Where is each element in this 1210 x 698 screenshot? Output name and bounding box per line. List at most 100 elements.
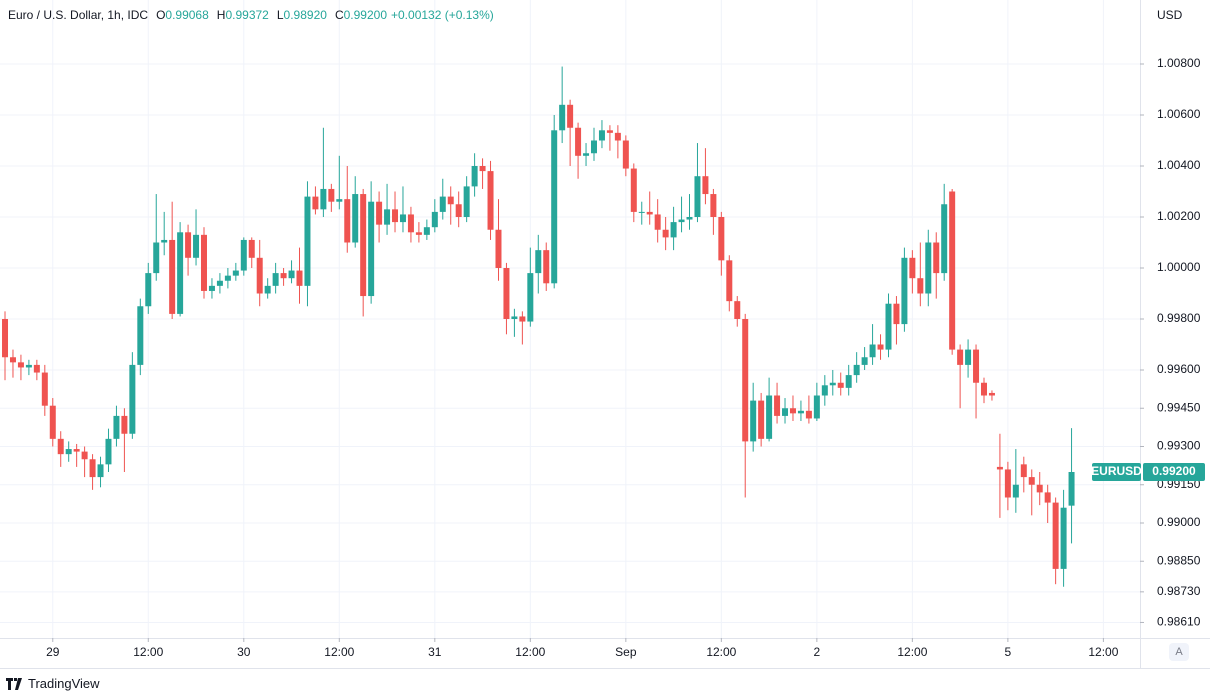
- candle-body: [153, 242, 160, 274]
- candle-body: [248, 239, 255, 258]
- y-tick-label: 1.00400: [1157, 158, 1201, 172]
- candle-body: [965, 349, 972, 365]
- candle-body: [256, 257, 263, 294]
- candle-body: [678, 219, 685, 223]
- candle-body: [208, 285, 215, 291]
- candle-body: [877, 344, 884, 350]
- candle-body: [821, 385, 828, 396]
- candle-body: [686, 217, 693, 220]
- candle-body: [376, 201, 383, 225]
- x-tick-label: 12:00: [897, 645, 927, 659]
- candle-body: [925, 242, 932, 294]
- candle-body: [240, 239, 247, 271]
- candle-body: [917, 278, 924, 294]
- candle-body: [415, 232, 422, 235]
- candle-body: [224, 275, 231, 281]
- candle-body: [766, 395, 773, 439]
- candle-body: [805, 410, 812, 419]
- candle-body: [869, 344, 876, 358]
- x-tick-label: Sep: [615, 645, 637, 659]
- candle-body: [264, 285, 271, 294]
- candle-body: [392, 209, 399, 223]
- candle-body: [774, 395, 781, 416]
- candle-body: [145, 273, 152, 307]
- candle-body: [232, 270, 239, 276]
- candle-body: [344, 199, 351, 243]
- candle-body: [431, 211, 438, 228]
- candle-body: [638, 211, 645, 213]
- candle-body: [161, 239, 168, 243]
- candle-body: [583, 153, 590, 156]
- candle-body: [407, 214, 414, 233]
- candle-body: [710, 194, 717, 218]
- auto-scale-button[interactable]: A: [1169, 643, 1189, 661]
- candle-body: [57, 438, 64, 455]
- ohlc-key: H: [216, 8, 226, 22]
- candle-body: [503, 268, 510, 319]
- candle-body: [65, 449, 72, 455]
- candle-body: [113, 415, 120, 439]
- candle-body: [1060, 507, 1067, 569]
- candle-body: [789, 408, 796, 414]
- candle-body: [901, 257, 908, 325]
- candle-body: [1036, 484, 1043, 493]
- candle-body: [527, 273, 534, 322]
- candle-body: [185, 232, 192, 258]
- candle-body: [718, 217, 725, 261]
- candle-body: [861, 357, 868, 365]
- candle-body: [606, 130, 613, 133]
- candle-body: [973, 349, 980, 383]
- candle-body: [988, 392, 995, 396]
- candle-body: [25, 364, 32, 368]
- candle-body: [996, 466, 1003, 470]
- candle-body: [829, 382, 836, 386]
- candle-body: [670, 222, 677, 238]
- candle-body: [941, 204, 948, 274]
- candle-body: [933, 242, 940, 274]
- candle-body: [535, 250, 542, 274]
- x-tick-label: 29: [46, 645, 60, 659]
- last-price-label: 0.99200: [1152, 464, 1196, 478]
- candle-body: [328, 188, 335, 202]
- candle-body: [495, 229, 502, 269]
- ohlc-value: 0.99372: [225, 8, 269, 22]
- candle-body: [216, 280, 223, 286]
- candle-body: [511, 316, 518, 319]
- y-tick-label: 0.98730: [1157, 584, 1201, 598]
- candle-body: [726, 260, 733, 302]
- ohlc-key: L: [276, 8, 284, 22]
- candle-body: [193, 234, 200, 258]
- price-axis-unit: USD: [1157, 8, 1183, 22]
- x-tick-label: 12:00: [706, 645, 736, 659]
- candle-body: [129, 364, 136, 434]
- x-tick-label: 2: [814, 645, 821, 659]
- ohlc-key: O: [156, 8, 166, 22]
- candle-body: [9, 357, 16, 363]
- candle-body: [885, 303, 892, 350]
- candle-body: [272, 273, 279, 286]
- candle-body: [384, 209, 391, 225]
- candles: [2, 66, 1075, 587]
- y-tick-label: 1.00800: [1157, 56, 1201, 70]
- y-tick-label: 0.98610: [1157, 615, 1201, 629]
- candle-body: [782, 408, 789, 416]
- brand-logo: [6, 677, 22, 690]
- brand-name: TradingView: [28, 676, 100, 691]
- candle-body: [980, 382, 987, 396]
- y-tick-label: 1.00000: [1157, 260, 1201, 274]
- candle-body: [662, 229, 669, 238]
- symbol-title: Euro / U.S. Dollar, 1h, IDC: [8, 8, 149, 22]
- grid: [0, 0, 1140, 638]
- candle-body: [81, 451, 88, 460]
- candle-body: [543, 250, 550, 284]
- x-tick-label: 12:00: [1088, 645, 1118, 659]
- brand: TradingView: [6, 676, 100, 691]
- symbol-tag-box: [1092, 462, 1141, 481]
- y-tick-label: 0.98850: [1157, 553, 1201, 567]
- candle-body: [439, 196, 446, 212]
- candle-body: [742, 319, 749, 442]
- candle-body: [622, 140, 629, 169]
- candle-body: [97, 464, 104, 478]
- candle-body: [702, 176, 709, 195]
